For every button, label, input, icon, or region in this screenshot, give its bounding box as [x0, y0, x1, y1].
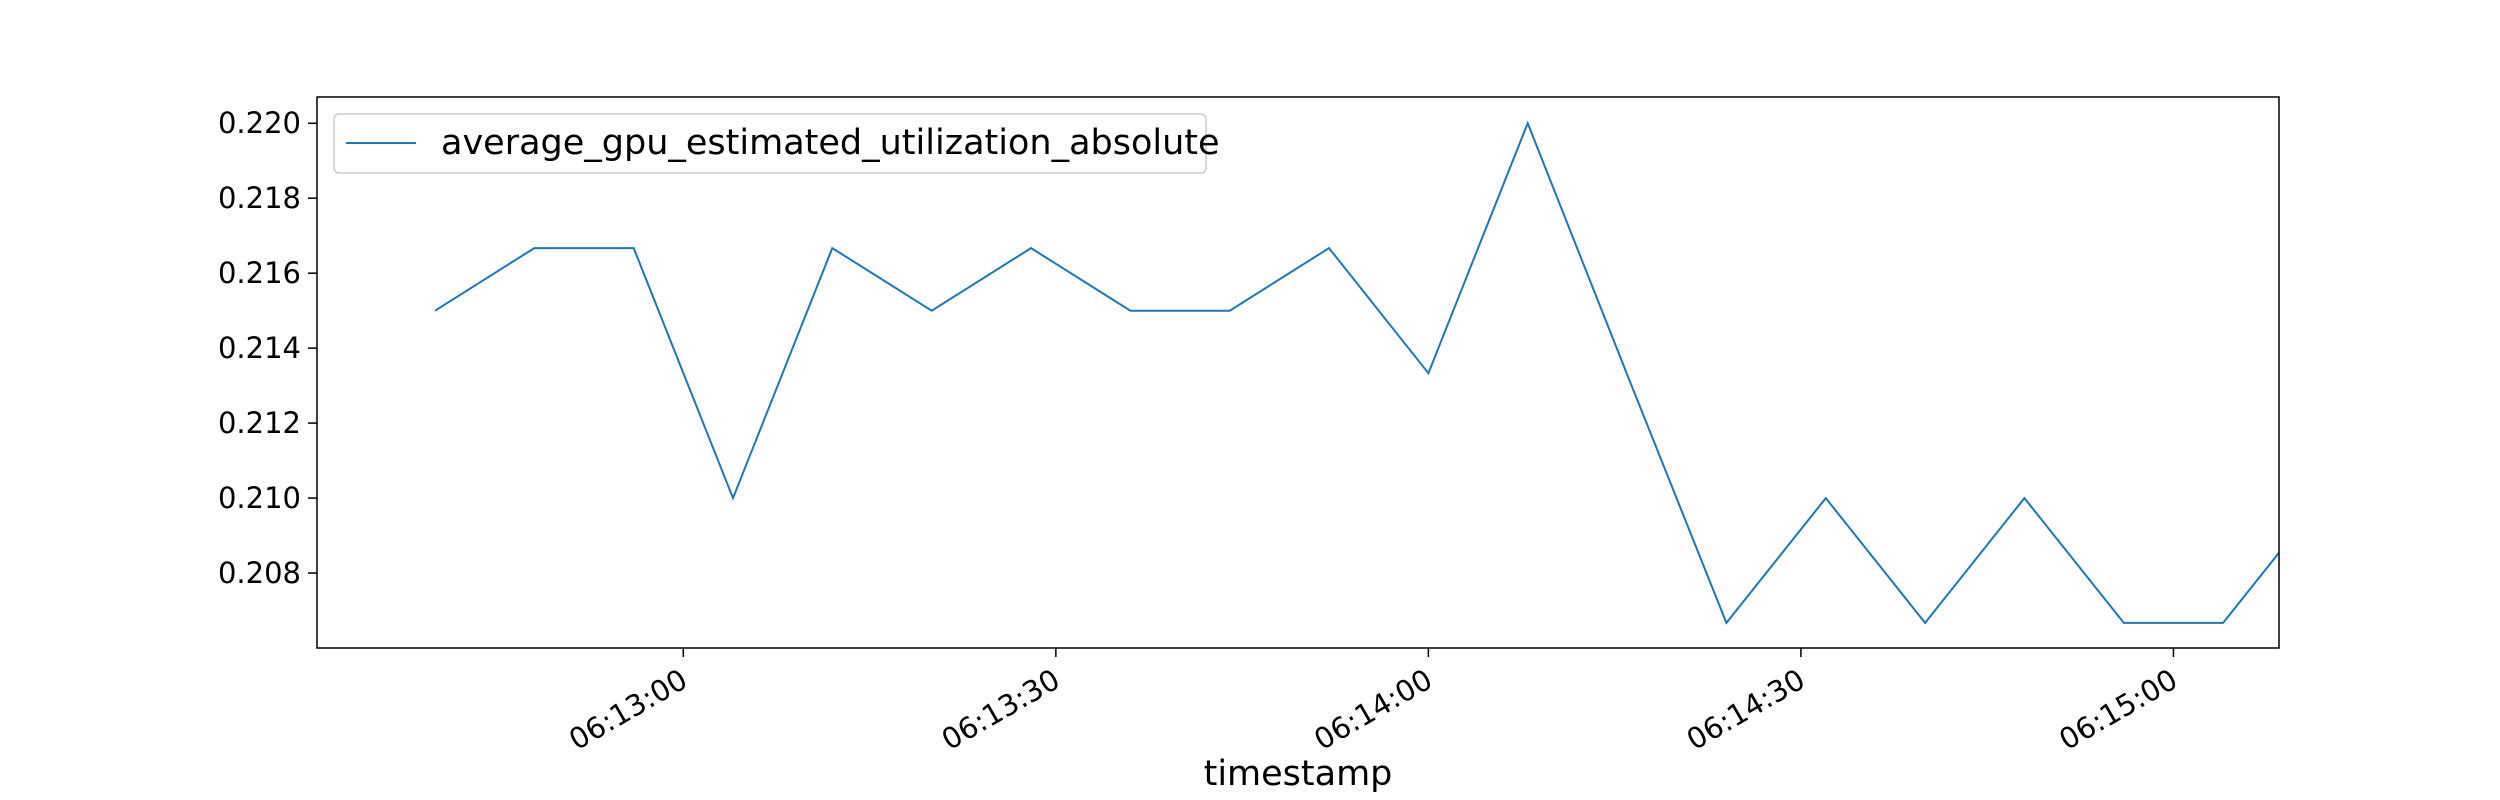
y-tick-label-3: 0.214 — [218, 331, 301, 365]
legend-label: average_gpu_estimated_utilization_absolu… — [441, 123, 1220, 163]
x-axis-title: timestamp — [1204, 754, 1393, 794]
y-tick-label-5: 0.218 — [218, 181, 301, 215]
series-line-0 — [434, 120, 2279, 625]
legend-box — [333, 113, 1207, 174]
y-tick-label-1: 0.210 — [218, 481, 301, 515]
plot-frame — [316, 96, 2280, 649]
y-axis-ticks: 0.208 0.210 0.212 0.214 0.216 0.218 0.220 — [218, 106, 317, 590]
y-tick-label-2: 0.212 — [218, 406, 301, 440]
series-layer — [434, 120, 2279, 625]
plot-area — [317, 97, 2279, 648]
y-tick-label-0: 0.208 — [218, 556, 301, 590]
legend: average_gpu_estimated_utilization_absolu… — [333, 113, 1220, 174]
y-tick-label-4: 0.216 — [218, 256, 301, 290]
y-tick-label-6: 0.220 — [218, 106, 301, 140]
